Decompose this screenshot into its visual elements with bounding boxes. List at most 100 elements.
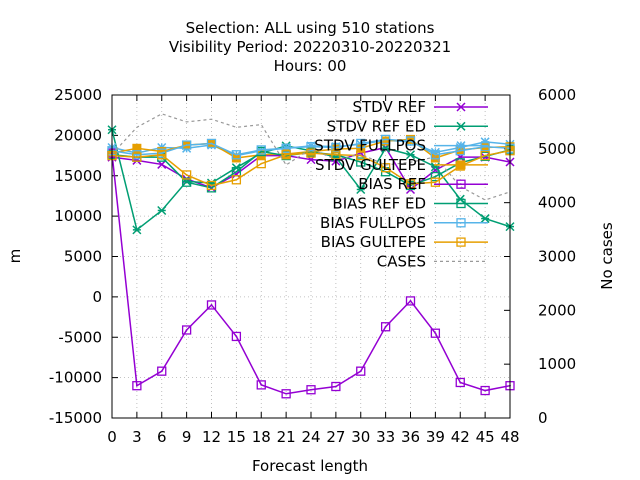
series-bias-fullpos-point bbox=[356, 138, 366, 149]
legend-stdv-fullpos-point bbox=[456, 141, 466, 151]
y2-axis-label: No cases bbox=[598, 222, 616, 290]
legend-stdv-gultepe-point bbox=[456, 160, 466, 170]
series-stdv-ref-r-ed-point bbox=[480, 214, 490, 224]
series-bias-fullpos-point bbox=[306, 142, 316, 152]
series-bias-ref-point bbox=[480, 385, 490, 396]
series-bias-ref-point bbox=[405, 296, 416, 306]
y-tick-label: 10000 bbox=[54, 207, 102, 225]
x-tick-label: 42 bbox=[451, 428, 470, 446]
x-tick-label: 30 bbox=[351, 428, 370, 446]
x-tick-label: 18 bbox=[252, 428, 271, 446]
legend-stdv-gultepe-label: STDV GULTEPE bbox=[315, 156, 426, 174]
legend-bias-gultepe-label: BIAS GULTEPE bbox=[321, 233, 426, 251]
series-bias-gultepe-point bbox=[132, 152, 142, 162]
x-tick-label: 9 bbox=[182, 428, 192, 446]
y-tick-label: 20000 bbox=[54, 126, 102, 144]
series-stdv-ref-r-ed-point bbox=[356, 184, 366, 195]
y2-tick-label: 5000 bbox=[538, 140, 576, 158]
series-bias-ref-point bbox=[206, 300, 217, 310]
series-stdv-gultepe-point bbox=[132, 143, 142, 153]
legend-stdv-fullpos-label: STDV FULLPOS bbox=[314, 137, 426, 155]
series-bias-ref-r-ed-point bbox=[181, 177, 192, 187]
series-bias-gultepe-point bbox=[430, 177, 441, 187]
chart-title-line-2: Visibility Period: 20220310-20220321 bbox=[169, 38, 451, 56]
x-tick-label: 24 bbox=[301, 428, 320, 446]
legend-bias-ref-r-ed-label: BIAS REF ED bbox=[332, 195, 426, 213]
series-bias-ref-r-ed-point bbox=[430, 171, 441, 182]
series-bias-ref bbox=[107, 148, 515, 399]
series-bias-ref-point bbox=[356, 366, 366, 376]
series-bias-gultepe-point bbox=[405, 179, 416, 189]
series-bias-ref-point bbox=[132, 381, 142, 391]
series-bias-ref-point bbox=[157, 366, 167, 376]
series-bias-gultepe-point bbox=[231, 175, 242, 185]
series-bias-ref-point bbox=[181, 325, 192, 335]
y2-tick-label: 1000 bbox=[538, 355, 576, 373]
y2-tick-label: 6000 bbox=[538, 86, 576, 104]
x-tick-label: 36 bbox=[401, 428, 420, 446]
legend-stdv-ref-r-ed-point bbox=[456, 121, 466, 131]
series-bias-ref-point bbox=[380, 322, 391, 332]
legend-bias-ref-point bbox=[456, 179, 466, 189]
series-bias-gultepe-point bbox=[281, 150, 291, 160]
series-layer bbox=[107, 113, 515, 399]
series-bias-gultepe-point bbox=[256, 158, 266, 169]
series-bias-fullpos-point bbox=[231, 150, 242, 160]
y-tick-label: -5000 bbox=[58, 328, 102, 346]
series-stdv-ref-point bbox=[231, 169, 241, 179]
plot-frame bbox=[111, 94, 511, 419]
legend-bias-fullpos-label: BIAS FULLPOS bbox=[320, 214, 426, 232]
series-stdv-ref-r-ed-point bbox=[405, 150, 416, 160]
series-bias-fullpos-point bbox=[256, 145, 266, 155]
series-bias-ref-point bbox=[306, 385, 316, 395]
series-bias-gultepe-point bbox=[331, 150, 341, 160]
series-bias-ref-point bbox=[281, 389, 291, 399]
series-bias-ref-point bbox=[331, 381, 341, 392]
x-tick-label: 33 bbox=[376, 428, 395, 446]
chart-title-line-3: Hours: 00 bbox=[274, 57, 347, 75]
y-tick-label: 5000 bbox=[64, 248, 102, 266]
series-bias-ref-point bbox=[256, 380, 266, 390]
y-tick-label: -15000 bbox=[49, 409, 102, 427]
series-bias-ref-point bbox=[430, 328, 441, 338]
x-tick-label: 21 bbox=[277, 428, 296, 446]
series-bias-gultepe-point bbox=[206, 180, 217, 191]
series-bias-fullpos-point bbox=[281, 143, 291, 153]
series-stdv-ref-r-ed-point bbox=[132, 225, 142, 235]
y2-tick-label: 2000 bbox=[538, 301, 576, 319]
x-tick-label: 39 bbox=[426, 428, 445, 446]
x-tick-label: 0 bbox=[107, 428, 117, 446]
x-axis-label: Forecast length bbox=[252, 457, 368, 475]
legend-bias-gultepe-point bbox=[456, 237, 466, 247]
y2-tick-label: 0 bbox=[538, 409, 548, 427]
series-bias-ref-r-ed-point bbox=[356, 157, 366, 167]
series-bias-gultepe-point bbox=[480, 150, 490, 161]
y2-axis-ticks: 0 1000 2000 3000 4000 5000 6000 bbox=[504, 86, 576, 427]
x-tick-label: 45 bbox=[476, 428, 495, 446]
y-axis-label: m bbox=[6, 249, 24, 264]
series-bias-ref-line bbox=[111, 153, 511, 395]
y-axis-ticks: -15000 -10000 -5000 0 5000 10000 15000 20000 250… bbox=[49, 86, 118, 427]
x-tick-label: 15 bbox=[227, 428, 246, 446]
series-bias-ref-point bbox=[231, 331, 242, 342]
x-axis-ticks: 0 3 6 9 12 15 18 21 24 27 30 33 36 39 42 45 48 bbox=[107, 95, 520, 446]
series-bias-gultepe-point bbox=[380, 163, 391, 173]
y-tick-label: 25000 bbox=[54, 86, 102, 104]
legend-stdv-ref-label: STDV REF bbox=[352, 98, 426, 116]
series-bias-fullpos-point bbox=[331, 142, 341, 153]
series-bias-ref-point bbox=[455, 377, 465, 388]
series-bias-fullpos-point bbox=[181, 140, 192, 150]
series-bias-fullpos-point bbox=[430, 150, 441, 160]
legend-bias-ref-label: BIAS REF bbox=[358, 175, 426, 193]
legend-bias-fullpos-point bbox=[456, 218, 466, 228]
legend-stdv-ref-point bbox=[456, 102, 466, 112]
legend-cases-label: CASES bbox=[377, 252, 426, 270]
y-tick-label: 0 bbox=[92, 288, 102, 306]
series-bias-gultepe-point bbox=[181, 170, 192, 180]
y-tick-label: -10000 bbox=[49, 369, 102, 387]
series-stdv-ref-r-ed-point bbox=[381, 143, 391, 153]
legend-bias-ref-r-ed-point bbox=[456, 198, 466, 209]
x-tick-label: 48 bbox=[500, 428, 519, 446]
